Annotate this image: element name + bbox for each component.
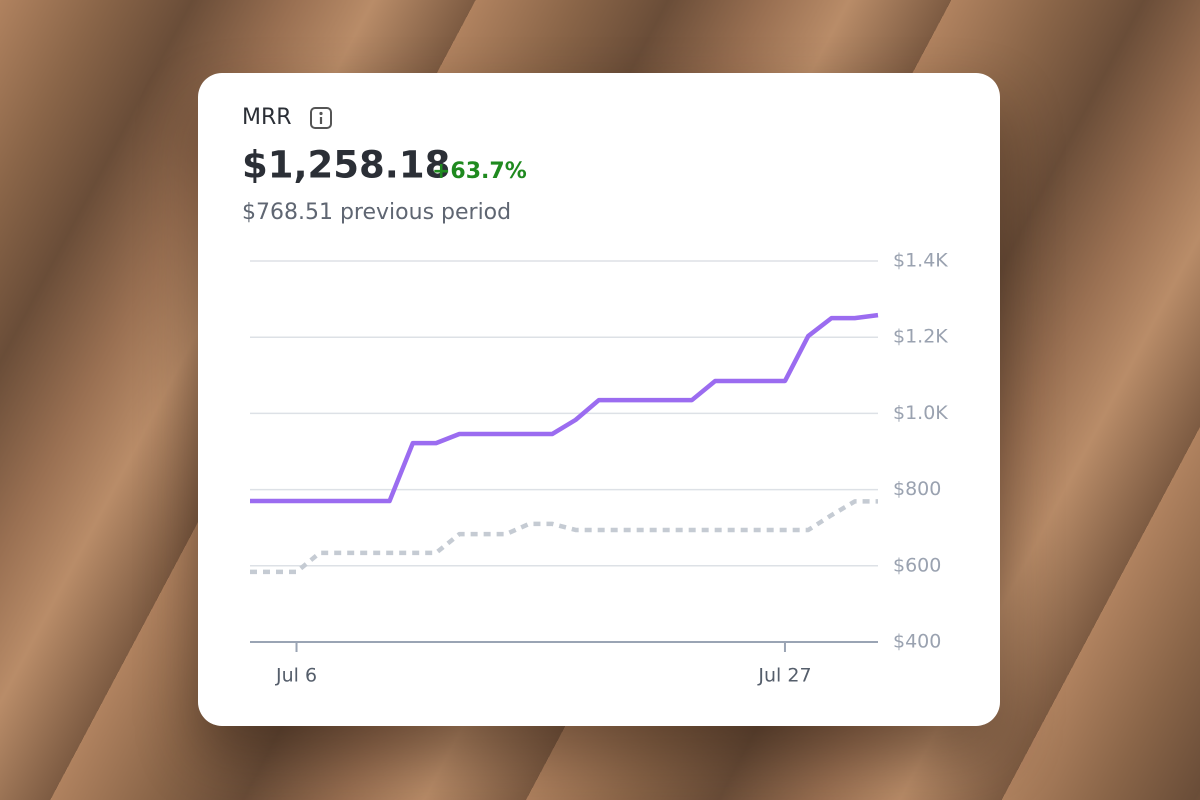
series-line [250, 312, 879, 504]
y-tick-label: $1.4K [893, 250, 948, 272]
y-tick-label: $400 [893, 631, 941, 653]
x-tick-label: Jul 27 [757, 665, 811, 687]
info-icon[interactable] [310, 107, 332, 129]
previous-period: $768.51 previous period [242, 200, 511, 225]
series-line [250, 499, 878, 575]
y-tick-label: $800 [893, 478, 941, 500]
y-tick-label: $1.0K [893, 402, 948, 424]
x-tick-label: Jul 6 [275, 665, 317, 687]
card-title: MRR [242, 105, 292, 130]
metric-change: +63.7% [432, 159, 527, 184]
metric-value: $1,258.18 [242, 144, 450, 187]
y-tick-label: $600 [893, 554, 941, 576]
y-tick-label: $1.2K [893, 326, 948, 348]
